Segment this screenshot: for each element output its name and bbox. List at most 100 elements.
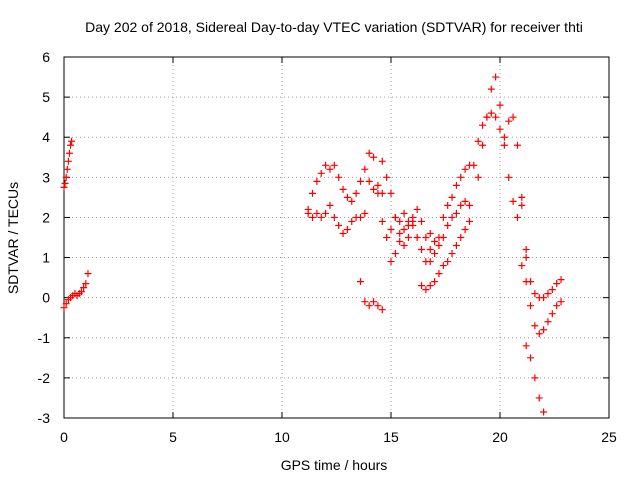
data-point [422,286,430,294]
data-point [505,173,513,181]
data-point [356,213,364,221]
y-tick-label: 2 [42,209,50,225]
y-axis-label: SDTVAR / TECUs [5,182,21,294]
data-point [356,278,364,286]
data-point [413,205,421,213]
data-point [68,137,76,145]
data-point [378,217,386,225]
data-point [548,310,556,318]
data-point [465,201,473,209]
series-trace-m [518,262,565,338]
series-trace-h [387,213,417,266]
data-point [509,113,517,121]
data-point [343,225,351,233]
data-point [77,288,85,296]
series-trace-j [426,197,473,250]
data-point [82,280,90,288]
data-point [553,280,561,288]
data-point [330,161,338,169]
plot-frame [63,56,610,419]
series-trace-i [418,217,473,294]
data-point [309,213,317,221]
data-point [348,197,356,205]
data-point [492,113,500,121]
data-point [544,318,552,326]
data-point [409,213,417,221]
series-trace-f [365,161,478,266]
data-point [60,183,68,191]
y-tick-label: 0 [42,290,50,306]
data-point [356,177,364,185]
data-point [518,193,526,201]
axis-ticks [63,56,610,419]
data-point [404,217,412,225]
data-point [479,121,487,129]
data-point [518,201,526,209]
data-point [474,137,482,145]
data-point [426,282,434,290]
data-point [426,258,434,266]
data-point [317,169,325,177]
data-point [479,141,487,149]
data-point [400,209,408,217]
data-point [335,221,343,229]
data-point [62,300,70,308]
y-tick-label: 5 [42,89,50,105]
data-point [400,242,408,250]
data-point [396,229,404,237]
data-point [461,225,469,233]
data-point [64,157,72,165]
data-point [374,189,382,197]
data-point [391,250,399,258]
x-axis-label: GPS time / hours [281,457,388,473]
data-point [418,217,426,225]
data-point [326,201,334,209]
data-point [487,85,495,93]
data-point [67,141,75,149]
data-point [483,113,491,121]
x-tick-label: 15 [383,429,399,445]
data-point [61,179,69,187]
data-point [522,342,530,350]
data-point [374,181,382,189]
series-trace-d [304,201,369,237]
data-point [339,185,347,193]
y-tick-label: 6 [42,49,50,65]
data-point [84,270,92,278]
data-point [522,278,530,286]
data-point [531,374,539,382]
data-point [487,109,495,117]
x-tick-label: 5 [169,429,177,445]
data-point [452,209,460,217]
data-point [383,173,391,181]
data-point [444,221,452,229]
data-point [535,394,543,402]
data-point [422,234,430,241]
data-point [527,354,535,362]
data-point [391,213,399,221]
data-point [322,161,330,169]
data-point [457,173,465,181]
data-point [444,201,452,209]
data-point [513,213,521,221]
data-point [426,246,434,254]
data-point [522,254,530,262]
data-point [513,141,521,149]
data-point [461,165,469,173]
data-point [505,117,513,125]
data-point [452,181,460,189]
data-point [474,173,482,181]
data-point [400,225,408,233]
data-point [553,302,561,310]
data-point [435,242,443,250]
data-point [374,302,382,310]
data-point [439,262,447,270]
data-point [435,270,443,278]
data-point [557,298,565,306]
chart-title: Day 202 of 2018, Sidereal Day-to-day VTE… [85,19,583,35]
data-point [413,234,421,241]
data-point [370,298,378,306]
series-trace-e [356,278,386,314]
data-point [531,322,539,330]
data-point [531,290,539,298]
